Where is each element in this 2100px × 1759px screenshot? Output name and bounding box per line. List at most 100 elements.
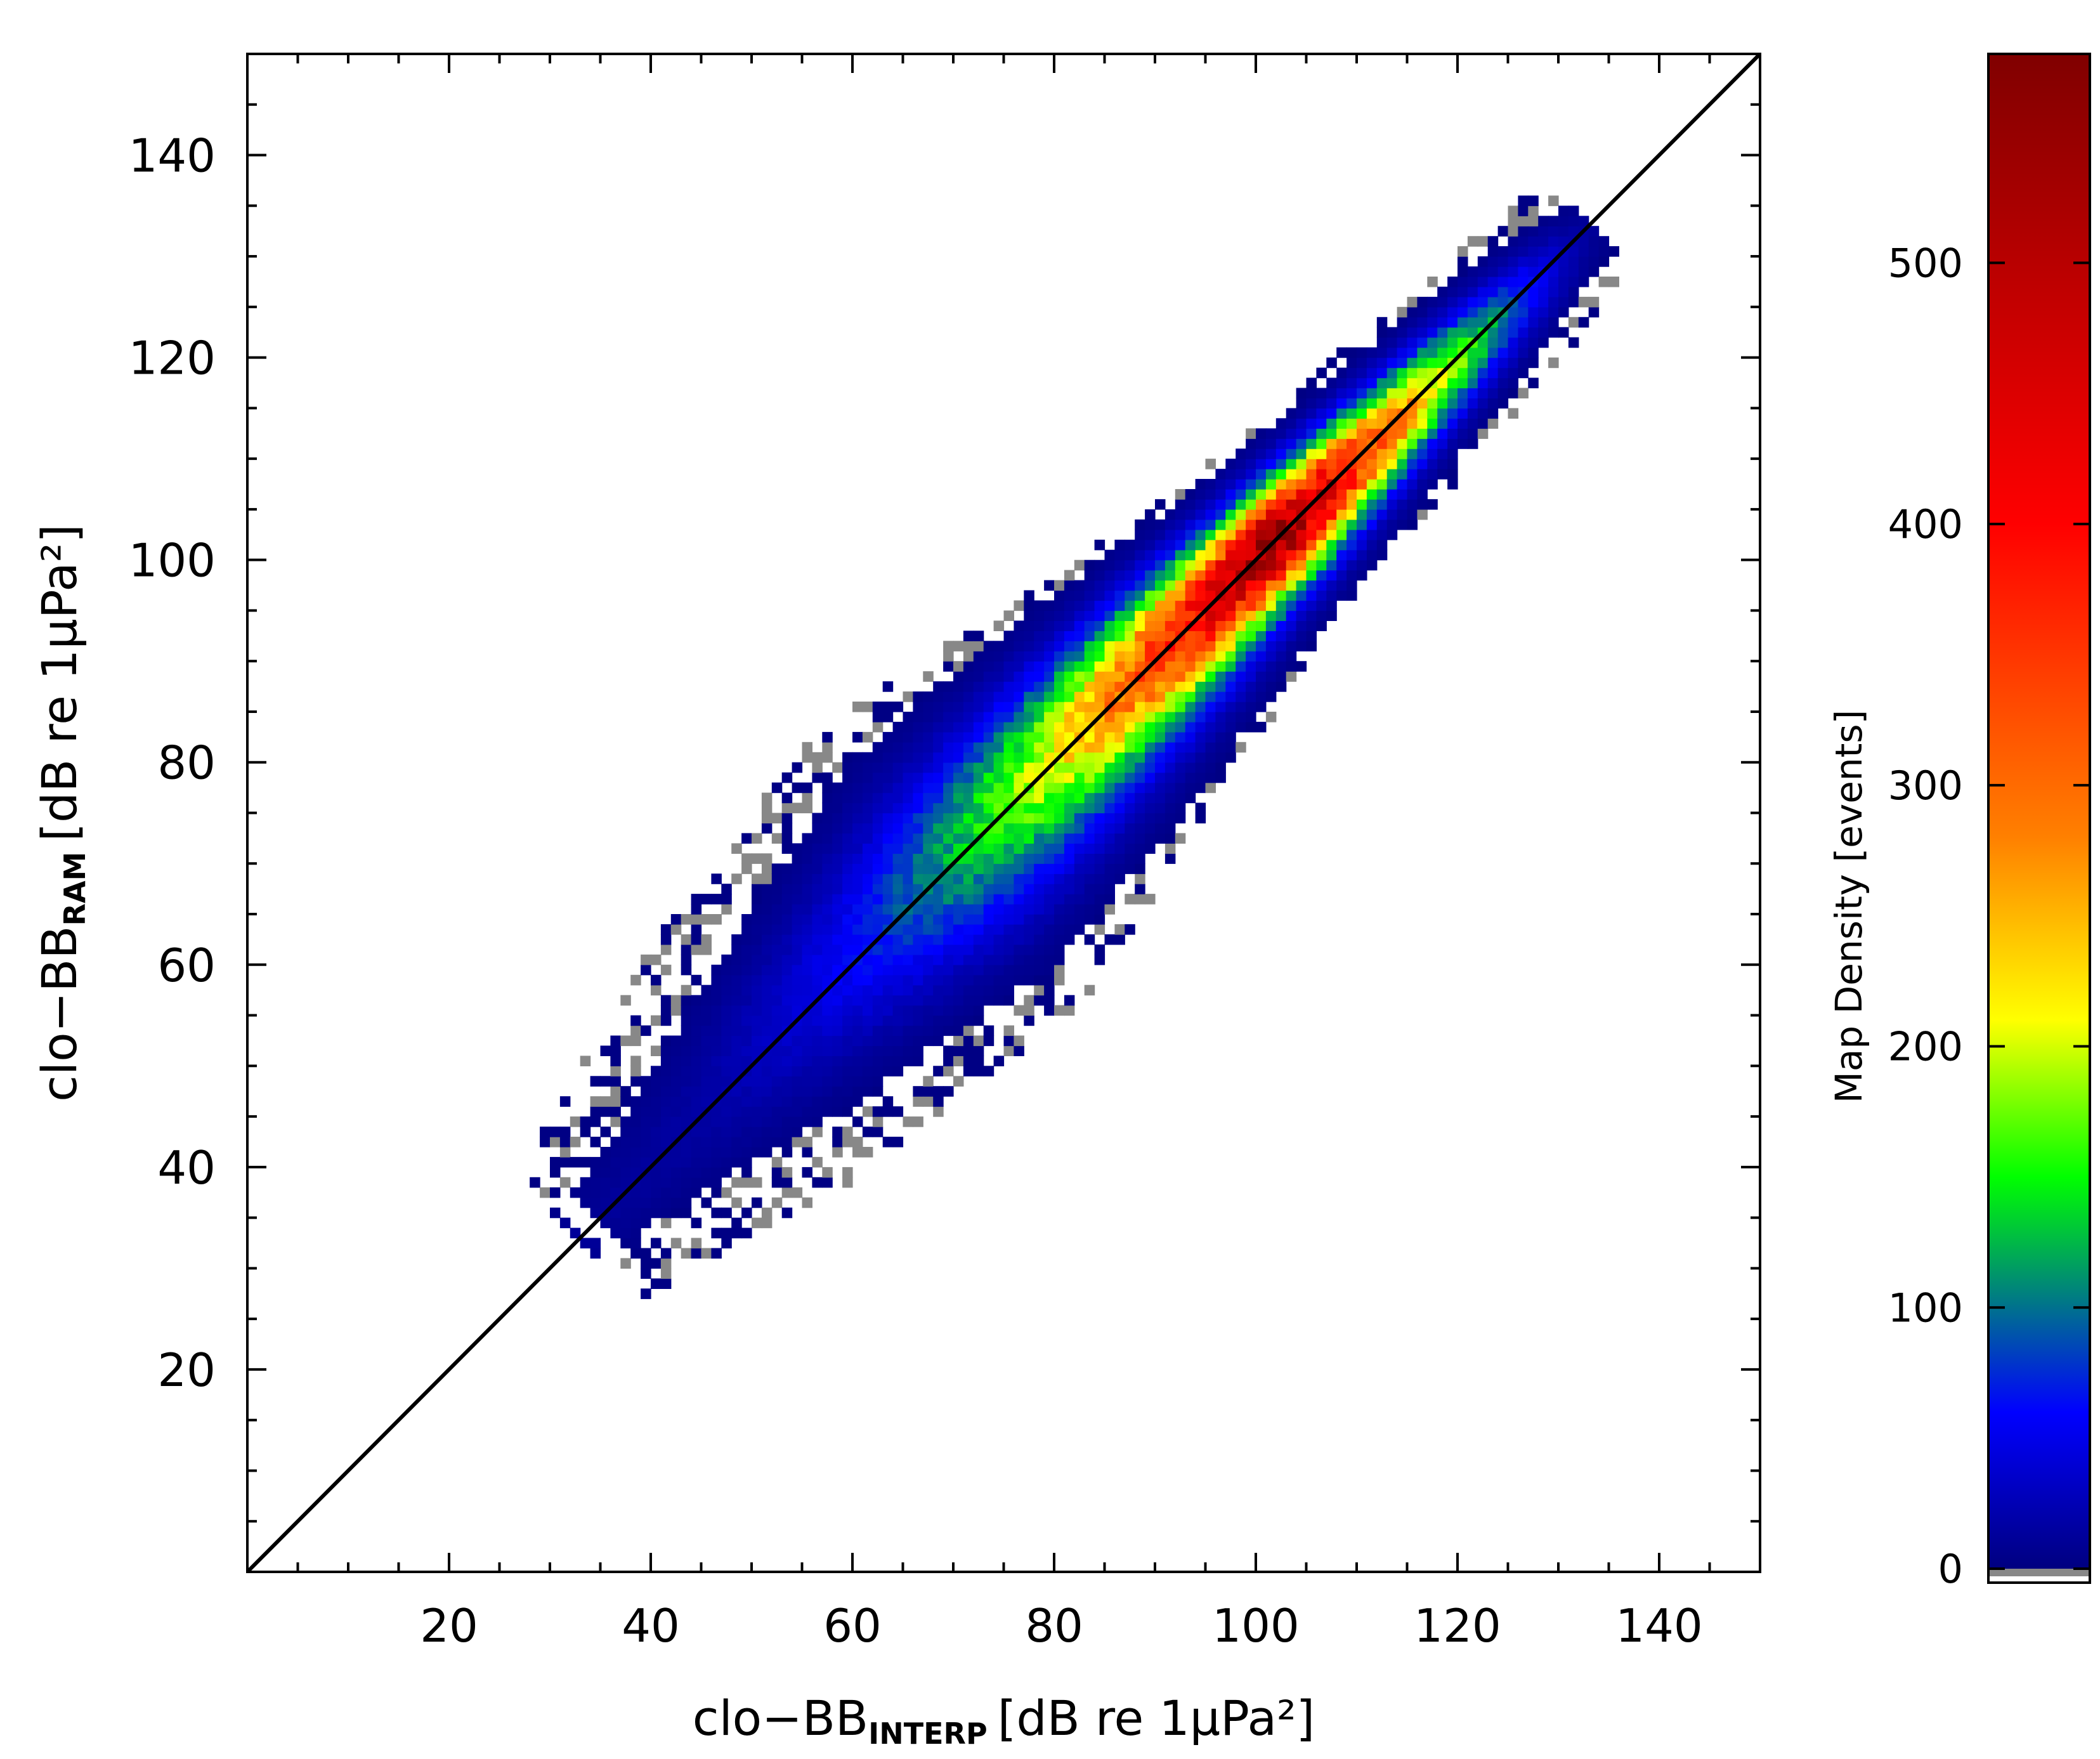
heatmap-cell — [1164, 843, 1176, 854]
heatmap-cell — [1074, 600, 1085, 611]
heatmap-cell — [1014, 974, 1024, 986]
heatmap-cell — [1397, 519, 1408, 530]
heatmap-cell — [1286, 438, 1297, 449]
heatmap-cell — [842, 1025, 853, 1036]
heatmap-cell — [943, 934, 954, 945]
heatmap-cell — [792, 873, 803, 884]
heatmap-cell — [1205, 661, 1216, 672]
heatmap-cell — [1236, 549, 1246, 561]
heatmap-cell — [1578, 236, 1589, 247]
heatmap-cell — [1195, 620, 1206, 631]
heatmap-cell — [1296, 398, 1307, 409]
heatmap-cell — [1286, 610, 1297, 621]
heatmap-cell — [933, 742, 944, 753]
heatmap-cell — [1246, 590, 1256, 601]
heatmap-cell — [1256, 448, 1267, 459]
heatmap-cell — [1437, 428, 1448, 439]
heatmap-cell — [1003, 1045, 1014, 1056]
heatmap-cell — [822, 1096, 833, 1107]
heatmap-cell — [943, 954, 954, 965]
heatmap-cell — [872, 833, 884, 844]
heatmap-cell — [1427, 428, 1438, 439]
heatmap-cell — [1084, 559, 1095, 571]
heatmap-cell — [1104, 894, 1115, 905]
heatmap-cell — [752, 1086, 762, 1097]
heatmap-cell — [1296, 641, 1307, 651]
heatmap-cell — [822, 1035, 833, 1047]
heatmap-cell — [963, 833, 974, 844]
heatmap-cell — [923, 1005, 934, 1016]
heatmap-cell — [1588, 266, 1600, 277]
heatmap-cell — [1437, 469, 1448, 480]
heatmap-cell — [963, 712, 974, 723]
heatmap-cell — [670, 914, 682, 925]
heatmap-cell — [1094, 873, 1105, 884]
heatmap-cell — [1508, 327, 1518, 338]
heatmap-cell — [711, 1015, 722, 1026]
heatmap-cell — [1256, 539, 1267, 551]
heatmap-cell — [681, 954, 692, 965]
heatmap-cell — [1014, 894, 1024, 905]
heatmap-cell — [1437, 418, 1448, 429]
heatmap-cell — [822, 914, 833, 925]
heatmap-cell — [1427, 277, 1438, 287]
heatmap-cell — [741, 1177, 752, 1188]
heatmap-cell — [1104, 651, 1115, 662]
heatmap-cell — [963, 631, 974, 641]
heatmap-cell — [903, 731, 913, 743]
heatmap-cell — [620, 1238, 631, 1249]
heatmap-cell — [1275, 448, 1287, 459]
heatmap-cell — [1487, 337, 1499, 348]
heatmap-cell — [872, 823, 884, 834]
heatmap-cell — [1487, 296, 1499, 308]
heatmap-cell — [923, 1096, 934, 1107]
heatmap-cell — [943, 914, 954, 925]
heatmap-cell — [1528, 296, 1539, 308]
heatmap-cell — [862, 731, 873, 743]
heatmap-cell — [1164, 620, 1176, 631]
heatmap-cell — [1256, 479, 1267, 490]
heatmap-cell — [781, 884, 793, 894]
heatmap-cell — [983, 762, 995, 773]
heatmap-cell — [852, 1005, 863, 1016]
heatmap-cell — [842, 904, 853, 915]
heatmap-cell — [852, 772, 863, 783]
heatmap-cell — [1265, 691, 1277, 702]
heatmap-cell — [1275, 600, 1287, 611]
heatmap-cell — [903, 894, 913, 905]
heatmap-cell — [872, 1076, 884, 1087]
heatmap-cell — [1195, 702, 1206, 712]
heatmap-cell — [1306, 428, 1317, 439]
heatmap-cell — [1578, 277, 1589, 287]
heatmap-cell — [963, 924, 974, 935]
heatmap-cell — [802, 1116, 812, 1127]
heatmap-cell — [1054, 904, 1065, 915]
heatmap-cell — [993, 843, 1005, 854]
heatmap-cell — [1145, 519, 1156, 530]
heatmap-cell — [1336, 529, 1347, 540]
heatmap-cell — [1518, 206, 1529, 216]
heatmap-cell — [1034, 995, 1045, 1006]
heatmap-cell — [1347, 519, 1357, 530]
heatmap-cell — [862, 873, 873, 884]
heatmap-cell — [812, 1035, 823, 1047]
heatmap-cell — [1215, 691, 1226, 702]
heatmap-cell — [1246, 448, 1256, 459]
heatmap-cell — [832, 1015, 843, 1026]
heatmap-cell — [741, 1045, 752, 1056]
heatmap-cell — [1407, 459, 1418, 469]
heatmap-cell — [993, 792, 1005, 804]
heatmap-cell — [1114, 782, 1125, 794]
heatmap-cell — [1417, 479, 1428, 490]
heatmap-cell — [993, 691, 1005, 702]
heatmap-cell — [923, 904, 934, 915]
heatmap-cell — [953, 944, 964, 955]
heatmap-cell — [913, 974, 923, 986]
heatmap-cell — [802, 995, 812, 1006]
heatmap-cell — [1125, 549, 1135, 561]
heatmap-cell — [1084, 894, 1095, 905]
heatmap-cell — [892, 964, 904, 976]
heatmap-cell — [1306, 509, 1317, 520]
heatmap-cell — [771, 944, 783, 955]
heatmap-cell — [1114, 702, 1125, 712]
